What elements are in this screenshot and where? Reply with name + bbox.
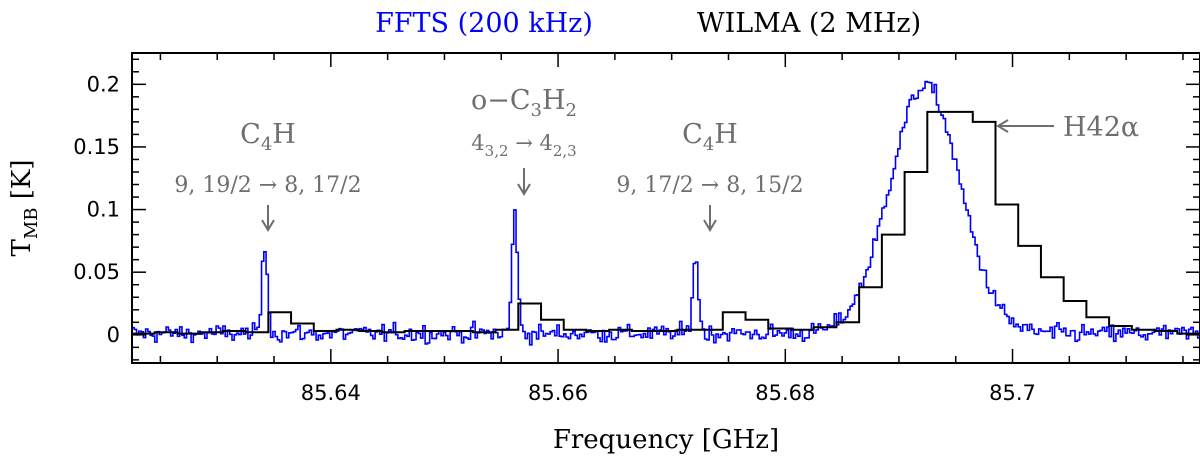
x-tick-label: 85.68: [755, 381, 815, 405]
annotation-c3h2-species-rest: H: [542, 85, 566, 116]
annotation-c3h2-species-main: o−C: [471, 85, 531, 116]
plot-frame: [131, 52, 1200, 364]
annotation-c4h-2-species-rest: H: [714, 119, 738, 150]
x-axis-title: Frequency [GHz]: [553, 425, 779, 455]
annotation-c3h2-trans-main2: 4: [539, 131, 552, 155]
annotation-c4h-1-species-main: C: [240, 119, 261, 150]
annotation-h42a-arrow: [996, 119, 1054, 133]
annotation-c3h2-species: o−C3H2: [471, 85, 577, 121]
annotation-c4h-2-transition: 9, 17/2 → 8, 15/2: [616, 173, 803, 198]
legend-ffts: FFTS (200 kHz): [375, 8, 593, 39]
annotation-c4h-2-species-sub: 4: [703, 134, 714, 155]
annotation-c4h-2-arrow: [703, 205, 717, 232]
annotation-c4h-1-species-sub: 4: [261, 134, 272, 155]
annotation-c3h2-species-sub: 3: [531, 100, 542, 121]
legend-wilma: WILMA (2 MHz): [697, 8, 921, 39]
x-tick-label: 85.64: [301, 381, 361, 405]
series-wilma: [132, 110, 1200, 335]
x-tick-label: 85.7: [989, 381, 1036, 405]
y-tick-label: 0.15: [73, 135, 120, 159]
annotation-c4h-2-species-main: C: [682, 119, 703, 150]
annotation-c3h2-arrow: [517, 168, 531, 196]
annotation-c3h2-transition: 43,2 → 42,3: [471, 131, 576, 160]
x-tick-label: 85.66: [528, 381, 588, 405]
annotation-c3h2-trans-main1: 4: [471, 131, 484, 155]
y-tick-label: 0.05: [73, 260, 120, 284]
annotation-c3h2-trans-sub2: 2,3: [553, 142, 577, 160]
annotation-c4h-1-species: C4H: [240, 119, 296, 155]
y-tick-label: 0.1: [87, 198, 120, 222]
annotation-c4h-1-arrow: [261, 205, 275, 232]
y-tick-label: 0: [107, 323, 120, 347]
annotation-h42a-label: H42α: [1063, 112, 1139, 143]
annotation-c3h2-trans-arrow: →: [509, 131, 540, 155]
annotation-c4h-1-species-rest: H: [272, 119, 296, 150]
annotation-c3h2-species-sub2: 2: [566, 100, 577, 121]
y-axis-title-sub: MB: [21, 207, 42, 239]
axis-ticks: 85.64 85.66 85.68 85.7 0 0.05 0.1 0.15 0.2: [73, 53, 1200, 405]
y-axis-title-main: T: [7, 239, 37, 257]
traces-group: [132, 80, 1200, 346]
annotation-c4h-1-transition: 9, 19/2 → 8, 17/2: [174, 173, 361, 198]
y-tick-label: 0.2: [87, 72, 120, 96]
annotation-c4h-2-species: C4H: [682, 119, 738, 155]
y-axis-title: TMB [K]: [7, 160, 42, 257]
y-axis-title-unit: [K]: [7, 160, 37, 208]
annotation-c3h2-trans-sub1: 3,2: [485, 142, 509, 160]
